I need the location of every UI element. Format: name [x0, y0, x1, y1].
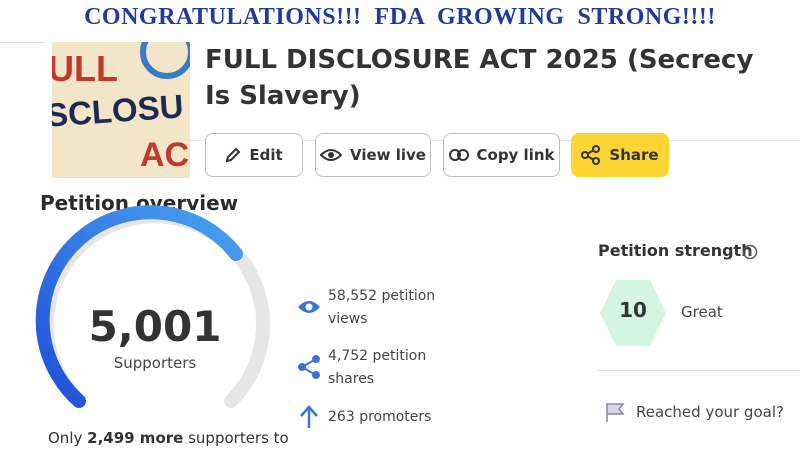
note-text: supporters to — [188, 429, 289, 447]
views-icon — [298, 301, 320, 313]
divider — [598, 370, 800, 371]
info-icon[interactable] — [742, 244, 758, 260]
gauge-progress — [35, 205, 243, 408]
stat-value: 263 — [328, 409, 355, 425]
strength-score: 10 — [619, 298, 647, 322]
petition-title: FULL DISCLOSURE ACT 2025 (Secrecy Is Sla… — [205, 45, 754, 111]
petition-thumbnail: ULL SCLOSU AC — [52, 42, 190, 178]
goal-prompt[interactable]: Reached your goal? — [636, 403, 784, 421]
strength-heading: Petition strength — [598, 241, 753, 260]
stat-value: 4,752 — [328, 348, 369, 364]
stat-label: promoters — [359, 409, 432, 425]
magnifier-icon — [140, 42, 190, 79]
supporter-label: Supporters — [113, 354, 197, 372]
thumbnail-text: AC — [140, 136, 190, 174]
banner: CONGRATULATIONS!!! FDA GROWING STRONG!!!… — [84, 4, 716, 30]
strength-rating: Great — [681, 303, 723, 321]
goal-note: Only 2,499 more supporters to — [48, 429, 289, 447]
progress-gauge — [35, 205, 320, 428]
stat-views: 58,552 petition views — [328, 285, 468, 331]
share-icon — [581, 145, 601, 165]
button-label: Copy link — [476, 146, 555, 164]
share-button[interactable]: Share — [571, 133, 669, 177]
copy-link-button[interactable]: Copy link — [443, 133, 560, 177]
thumbnail-text: ULL — [52, 48, 118, 89]
note-highlight: 2,499 more — [87, 429, 184, 447]
view-live-button[interactable]: View live — [315, 133, 431, 177]
button-label: Edit — [249, 146, 283, 164]
stat-value: 58,552 — [328, 288, 377, 304]
stat-label: petition shares — [328, 348, 427, 387]
stat-shares: 4,752 petition shares — [328, 345, 468, 391]
edit-button[interactable]: Edit — [205, 133, 303, 177]
shares-icon — [298, 355, 320, 379]
stat-promoters: 263 promoters — [328, 406, 528, 429]
strength-badge — [600, 280, 666, 346]
link-icon — [448, 149, 469, 161]
button-label: Share — [609, 146, 659, 164]
stat-label: petition views — [328, 288, 436, 327]
note-text: Only — [48, 429, 83, 447]
edit-icon — [225, 147, 241, 163]
flag-icon — [606, 403, 625, 422]
eye-icon — [320, 149, 342, 161]
promoters-icon — [300, 405, 318, 428]
button-label: View live — [350, 146, 426, 164]
divider — [0, 42, 45, 43]
supporter-count: 5,001 — [88, 302, 222, 351]
